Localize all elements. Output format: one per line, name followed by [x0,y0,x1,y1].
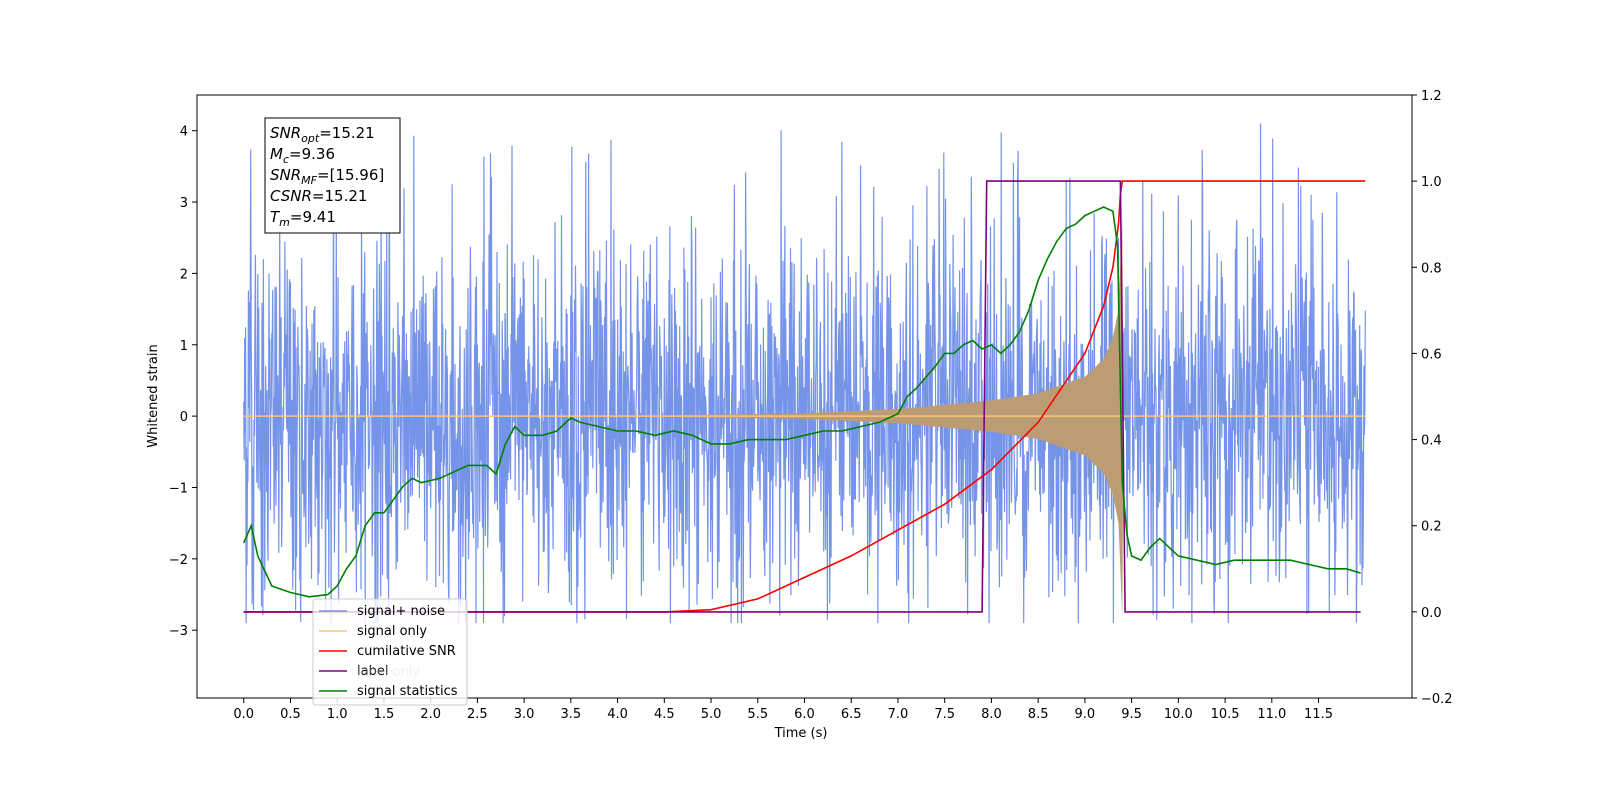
y-tick-right-label: 0.2 [1421,520,1442,535]
x-tick-label: 10.0 [1164,707,1193,722]
annotation-value: =9.36 [289,145,335,163]
y-tick-left-label: 0 [180,410,188,425]
x-tick-label: 4.5 [654,707,675,722]
legend-entry: cumilative SNR [357,644,456,659]
x-tick-label: 11.0 [1257,707,1286,722]
annotation-value: =[15.96] [317,166,384,184]
x-tick-label: 9.5 [1121,707,1142,722]
x-tick-label: 4.0 [607,707,628,722]
series-label-line [243,180,1361,613]
annotation-line: SNRMF=[15.96] [270,166,384,187]
annotation-symbol: CSNR [270,187,312,205]
annotation-subscript: m [279,216,290,229]
x-tick-label: 9.0 [1075,707,1096,722]
x-tick-label: 2.0 [420,707,441,722]
annotation-line: Mc=9.36 [270,145,335,166]
x-tick-label: 0.0 [233,707,254,722]
x-tick-label: 5.5 [747,707,768,722]
x-axis: 0.0 0.5 1.0 1.5 2.0 2.5 3.0 3.5 4.0 4.5 5.0 5.5 6.0 6… [233,698,1333,722]
annotation-value: =15.21 [319,124,375,142]
legend-entry: signal only [357,624,427,639]
signal-plus-noise-line [243,123,1366,624]
series-cumilative-snr-line [243,180,1366,613]
annotation-subscript: c [283,153,289,166]
annotation-value: =9.41 [290,208,336,226]
legend-entry: signal statistics [357,684,458,699]
plot-area [242,123,1366,624]
annotation-frame [264,117,401,234]
y-tick-right-label: 1.0 [1421,175,1442,190]
annotation-symbol: T [270,208,281,226]
x-tick-label: 6.0 [794,707,815,722]
legend-frame [312,598,468,706]
annotation-symbol: SNR [270,124,301,142]
annotation-symbol: M [270,145,283,163]
series-lines [242,180,1366,613]
y-tick-left-label: 3 [180,196,188,211]
x-tick-label: 3.5 [561,707,582,722]
y-tick-left-label: 2 [180,267,188,282]
annotation-line: CSNR=15.21 [270,187,367,205]
y-tick-left-label: 4 [180,125,188,140]
y-tick-right-label: −0.2 [1421,692,1453,707]
x-tick-label: 7.0 [888,707,909,722]
y-tick-left-label: 1 [180,339,188,354]
y-tick-right-label: 0.0 [1421,606,1442,621]
legend-entry: signal+ noise [357,604,445,619]
annotation-line: Tm=9.41 [270,208,336,229]
x-tick-label: 7.5 [934,707,955,722]
series-signal-plus-noise [243,123,1366,624]
y-tick-left-label: −3 [169,624,188,639]
x-tick-label: 8.0 [981,707,1002,722]
x-tick-label: 8.5 [1028,707,1049,722]
x-tick-label: 0.5 [280,707,301,722]
annotation-line: SNRopt=15.21 [270,124,375,145]
x-tick-label: 3.0 [514,707,535,722]
x-tick-label: 1.5 [374,707,395,722]
series-signal-statistics-line [242,206,1361,598]
x-tick-label: 10.5 [1211,707,1240,722]
y-axis-label: Whitened strain [146,344,161,447]
annotation-value: =15.21 [312,187,368,205]
x-tick-label: 6.5 [841,707,862,722]
series-signal-only [243,216,1366,616]
x-tick-label: 1.0 [327,707,348,722]
y-tick-right-label: 0.4 [1421,434,1442,449]
y-axis-right: −0.2 0.0 0.2 0.4 0.6 0.8 1.0 1.2 [1412,89,1453,707]
annotation-subscript: opt [301,132,320,145]
legend-entry: label [357,664,388,679]
annotation-subscript: MF [301,174,317,187]
legend-entry-overlapped: label only [357,665,420,680]
y-axis-left: −3 −2 −1 0 1 2 3 4 [169,125,197,639]
y-tick-right-label: 0.8 [1421,261,1442,276]
x-tick-label: 11.5 [1304,707,1333,722]
legend: signal+ noise signal only cumilative SNR la… [312,598,468,706]
annotation-symbol: SNR [270,166,301,184]
x-tick-label: 2.5 [467,707,488,722]
y-tick-right-label: 0.6 [1421,347,1442,362]
x-axis-label: Time (s) [774,726,828,741]
annotation-box: SNRopt=15.21Mc=9.36SNRMF=[15.96]CSNR=15.… [264,117,401,234]
y-tick-left-label: −1 [169,481,188,496]
y-tick-right-label: 1.2 [1421,89,1442,104]
y-tick-left-label: −2 [169,553,188,568]
x-tick-label: 5.0 [701,707,722,722]
